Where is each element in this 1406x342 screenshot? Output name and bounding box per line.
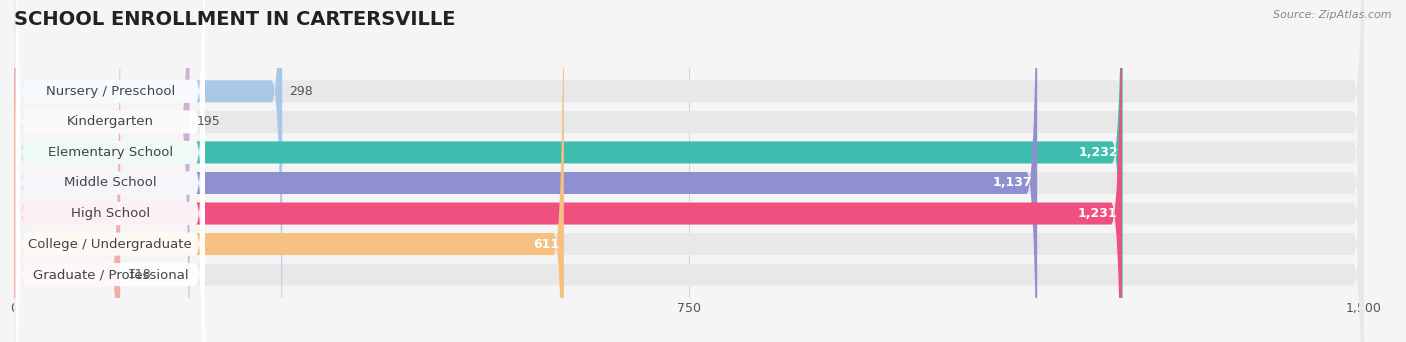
FancyBboxPatch shape bbox=[15, 0, 205, 342]
Text: 1,137: 1,137 bbox=[993, 176, 1032, 189]
Text: Kindergarten: Kindergarten bbox=[67, 115, 153, 128]
Text: Nursery / Preschool: Nursery / Preschool bbox=[46, 85, 174, 98]
FancyBboxPatch shape bbox=[14, 0, 1364, 342]
FancyBboxPatch shape bbox=[15, 0, 205, 342]
FancyBboxPatch shape bbox=[15, 0, 205, 342]
FancyBboxPatch shape bbox=[15, 0, 205, 342]
FancyBboxPatch shape bbox=[15, 0, 205, 342]
Text: College / Undergraduate: College / Undergraduate bbox=[28, 238, 193, 251]
FancyBboxPatch shape bbox=[14, 0, 1122, 342]
FancyBboxPatch shape bbox=[15, 0, 205, 342]
FancyBboxPatch shape bbox=[14, 0, 190, 342]
FancyBboxPatch shape bbox=[14, 0, 1122, 342]
Text: SCHOOL ENROLLMENT IN CARTERSVILLE: SCHOOL ENROLLMENT IN CARTERSVILLE bbox=[14, 10, 456, 29]
Text: Middle School: Middle School bbox=[65, 176, 156, 189]
FancyBboxPatch shape bbox=[14, 0, 1364, 342]
FancyBboxPatch shape bbox=[14, 0, 1038, 342]
FancyBboxPatch shape bbox=[14, 0, 1364, 342]
Text: 1,232: 1,232 bbox=[1078, 146, 1118, 159]
Text: 195: 195 bbox=[197, 115, 221, 128]
Text: 118: 118 bbox=[128, 268, 152, 281]
Text: 1,231: 1,231 bbox=[1077, 207, 1118, 220]
Text: 611: 611 bbox=[533, 238, 560, 251]
FancyBboxPatch shape bbox=[14, 0, 1364, 342]
FancyBboxPatch shape bbox=[15, 0, 205, 342]
FancyBboxPatch shape bbox=[14, 0, 283, 342]
FancyBboxPatch shape bbox=[14, 0, 121, 342]
Text: Source: ZipAtlas.com: Source: ZipAtlas.com bbox=[1274, 10, 1392, 20]
FancyBboxPatch shape bbox=[14, 0, 1364, 342]
FancyBboxPatch shape bbox=[14, 0, 1364, 342]
FancyBboxPatch shape bbox=[14, 0, 564, 342]
Text: High School: High School bbox=[70, 207, 150, 220]
FancyBboxPatch shape bbox=[14, 0, 1364, 342]
Text: Graduate / Professional: Graduate / Professional bbox=[32, 268, 188, 281]
Text: Elementary School: Elementary School bbox=[48, 146, 173, 159]
Text: 298: 298 bbox=[290, 85, 314, 98]
